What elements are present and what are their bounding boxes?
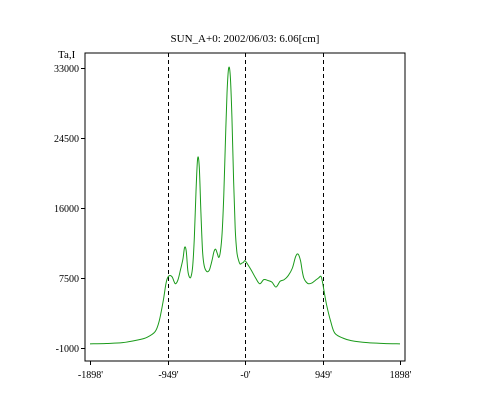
x-tick-label-4: 1898' — [390, 370, 412, 381]
y-tick-label-3: 24500 — [54, 134, 79, 145]
dashed-guides — [168, 53, 324, 361]
series-layer — [89, 66, 401, 345]
y-tick-label-1: 7500 — [59, 274, 79, 285]
x-tick-label-3: 949' — [315, 370, 332, 381]
y-tick-label-2: 16000 — [54, 204, 79, 215]
y-axis-label: Ta,I — [58, 49, 76, 61]
y-tick-label-4: 33000 — [54, 64, 79, 75]
y-tick-label-0: -1000 — [56, 344, 79, 355]
y-axis: -1000 7500 16000 24500 33000 — [54, 64, 85, 355]
x-tick-label-2: -0' — [240, 370, 250, 381]
x-tick-label-1: -949' — [158, 370, 178, 381]
x-tick-label-0: -1898' — [78, 370, 103, 381]
x-axis: -1898' -949' -0' 949' 1898' — [78, 361, 412, 381]
chart-title: SUN_A+0: 2002/06/03: 6.06[cm] — [171, 33, 320, 45]
series-line-0 — [89, 66, 401, 345]
